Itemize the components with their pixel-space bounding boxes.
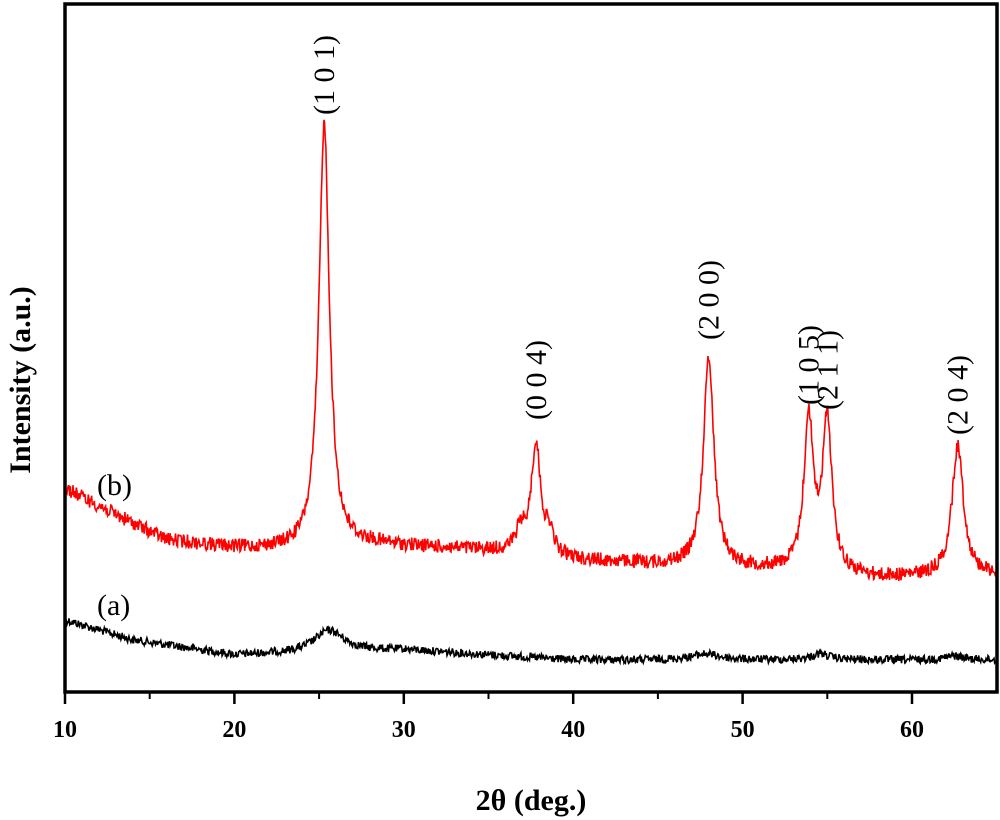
x-tick-label: 40 xyxy=(561,717,585,743)
x-tick-label: 30 xyxy=(392,717,416,743)
peak-label: (2 1 1) xyxy=(811,330,844,410)
y-axis-title: Intensity (a.u.) xyxy=(4,286,37,474)
peak-label: (1 0 5) xyxy=(793,325,826,405)
peak-label: (0 0 4) xyxy=(520,340,553,420)
plot-curves xyxy=(64,119,998,666)
x-tick-label: 10 xyxy=(53,717,77,743)
peak-label: (2 0 4) xyxy=(942,355,975,435)
peak-label: (2 0 0) xyxy=(693,260,726,340)
series-labels: (b) (a) xyxy=(97,469,132,622)
x-tick-label: 20 xyxy=(222,717,246,743)
x-axis-ticks: 10 20 30 40 50 60 xyxy=(53,692,924,743)
x-tick-label: 50 xyxy=(731,717,755,743)
series-curve-a xyxy=(64,618,997,666)
series-label: (b) xyxy=(97,469,132,502)
plot-frame xyxy=(63,2,999,694)
series-label: (a) xyxy=(97,589,130,622)
x-axis-title: 2θ (deg.) xyxy=(476,784,587,817)
peak-label: (1 0 1) xyxy=(308,35,341,115)
series-curve-b xyxy=(64,119,998,582)
peak-labels: (1 0 1) (0 0 4) (2 0 0) (1 0 5)(2 1 1) (2 0 … xyxy=(308,35,975,435)
x-tick-label: 60 xyxy=(900,717,924,743)
